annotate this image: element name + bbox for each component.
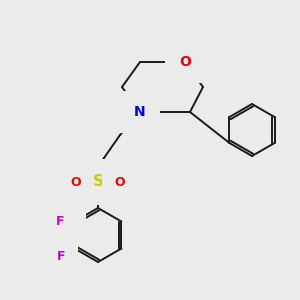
- Text: O: O: [71, 176, 81, 188]
- Text: H: H: [49, 215, 59, 229]
- Text: F: F: [56, 215, 65, 228]
- Text: N: N: [60, 215, 72, 229]
- Text: S: S: [92, 175, 104, 190]
- Text: N: N: [134, 105, 146, 119]
- Text: F: F: [57, 250, 66, 263]
- Text: O: O: [179, 55, 191, 69]
- Text: O: O: [115, 176, 125, 188]
